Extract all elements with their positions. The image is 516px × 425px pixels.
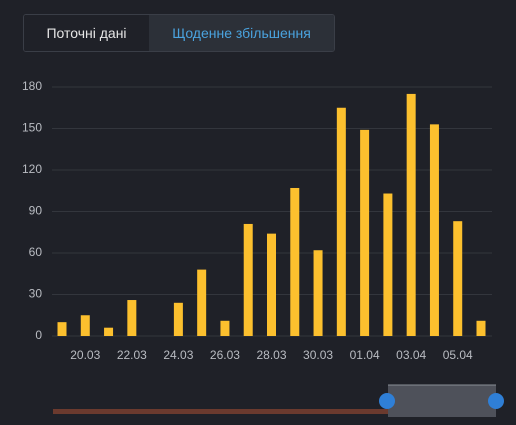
y-tick-label: 0 [35,328,42,342]
y-tick-label: 30 [29,287,43,301]
bar [197,269,207,336]
bar [57,322,67,336]
navigator-handle[interactable] [488,393,504,409]
bar [173,302,183,336]
x-tick-label: 20.03 [70,348,100,362]
y-tick-label: 150 [22,121,42,135]
bar [104,327,114,336]
tab[interactable]: Щоденне збільшення [149,15,334,51]
navigator-handle[interactable] [379,393,395,409]
bar [360,129,370,336]
bar [127,300,137,336]
navigator-window[interactable] [388,385,496,417]
bar [243,223,253,336]
bar [313,250,323,336]
x-tick-label: 05.04 [443,348,473,362]
x-tick-label: 24.03 [163,348,193,362]
y-tick-label: 60 [29,245,43,259]
bar [267,233,276,336]
bar [406,93,416,337]
bar [383,193,393,336]
x-tick-label: 01.04 [350,348,380,362]
bar [476,320,486,336]
bar [429,124,439,336]
y-tick-label: 90 [29,204,43,218]
tab[interactable]: Поточні дані [24,15,149,51]
bar [290,187,300,336]
bar [336,107,346,336]
bar [220,320,230,336]
bar [453,221,463,336]
x-tick-label: 22.03 [117,348,147,362]
bar [80,315,90,336]
x-tick-label: 30.03 [303,348,333,362]
x-tick-label: 28.03 [256,348,286,362]
navigator-track [53,409,388,414]
x-tick-label: 26.03 [210,348,240,362]
y-tick-label: 180 [22,79,42,93]
x-tick-label: 03.04 [396,348,426,362]
y-tick-label: 120 [22,162,42,176]
tab-bar: Поточні дані Щоденне збільшення [23,14,335,52]
